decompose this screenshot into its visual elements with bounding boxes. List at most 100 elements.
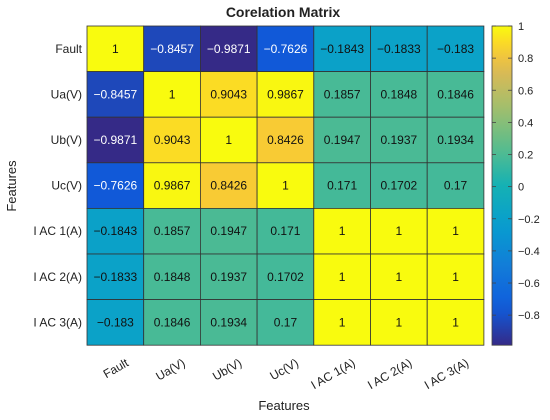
heatmap-cell [199, 299, 258, 346]
cell-value-label: 0.1857 [154, 224, 191, 238]
y-tick-label: I AC 3(A) [33, 315, 82, 329]
heatmap-cell [426, 253, 485, 300]
x-axis-label: Features [258, 398, 310, 413]
cell-value-label: 1 [225, 133, 232, 147]
y-tick-label: Ua(V) [51, 87, 82, 101]
cell-value-label: 1 [396, 224, 403, 238]
cell-value-label: −0.183 [97, 315, 134, 329]
heatmap-cell [256, 299, 315, 346]
x-tick-label: I AC 1(A) [308, 356, 357, 392]
heatmap-cell [426, 299, 485, 346]
cell-value-label: 0.1857 [324, 87, 361, 101]
cell-value-label: −0.8457 [150, 42, 194, 56]
heatmap-cell [313, 253, 371, 300]
cell-value-label: 1 [452, 224, 459, 238]
colorbar [491, 25, 513, 346]
cell-value-label: 0.1947 [210, 224, 247, 238]
cell-value-label: −0.9871 [93, 133, 137, 147]
cell-value-label: 1 [339, 315, 346, 329]
heatmap-cell [370, 162, 428, 209]
heatmap-cell [426, 162, 485, 209]
cell-value-label: 0.9867 [154, 179, 191, 193]
cell-value-label: 1 [396, 315, 403, 329]
x-tick-label: I AC 3(A) [422, 356, 471, 392]
cell-value-label: −0.7626 [93, 179, 137, 193]
cell-value-label: 0.1937 [380, 133, 417, 147]
cell-value-label: 0.1702 [267, 270, 304, 284]
cell-value-label: −0.183 [437, 42, 474, 56]
cell-value-label: 0.9043 [210, 87, 247, 101]
chart-title: Corelation Matrix [226, 4, 341, 20]
cell-value-label: 1 [169, 87, 176, 101]
cell-value-label: 0.9043 [154, 133, 191, 147]
heatmap-cell [256, 116, 315, 164]
heatmap-cell [426, 116, 485, 164]
heatmap-cell [143, 162, 201, 209]
heatmap-cell [199, 253, 258, 300]
heatmap-cell [370, 25, 428, 72]
cell-value-label: −0.1843 [93, 224, 137, 238]
heatmap-cell [143, 25, 201, 72]
heatmap-cell [143, 253, 201, 300]
x-tick-labels: Fault Ua(V) Ub(V) Uc(V) I AC 1(A) I AC 2(A) I … [101, 355, 471, 392]
cell-value-label: 1 [452, 270, 459, 284]
heatmap-cell [86, 299, 145, 346]
heatmap-cells: 1 −0.8457 −0.9871 −0.7626 −0.1843 −0.1833 −0.1… [86, 25, 485, 346]
colorbar-tick-label: 0.6 [518, 85, 533, 97]
heatmap-cell [370, 116, 428, 164]
cell-value-label: 0.17 [274, 315, 298, 329]
cell-value-label: −0.7626 [264, 42, 308, 56]
cell-value-label: 1 [282, 179, 289, 193]
cell-value-label: 1 [452, 315, 459, 329]
y-tick-label: Uc(V) [51, 179, 82, 193]
heatmap-cell [256, 253, 315, 300]
y-tick-label: Ub(V) [51, 133, 82, 147]
cell-value-label: 0.1937 [210, 270, 247, 284]
cell-value-label: 1 [112, 42, 119, 56]
heatmap-cell [86, 25, 145, 72]
cell-value-label: 0.17 [444, 179, 468, 193]
colorbar-tick-label: 0.8 [518, 53, 533, 65]
cell-value-label: 0.1846 [154, 315, 191, 329]
cell-value-label: 0.1947 [324, 133, 361, 147]
y-axis-label: Features [4, 160, 19, 212]
cell-value-label: −0.1833 [377, 42, 421, 56]
heatmap-cell [313, 71, 371, 118]
cell-value-label: 0.171 [327, 179, 357, 193]
x-tick-label: Uc(V) [267, 356, 301, 383]
colorbar-tick-label: 0.2 [518, 150, 533, 162]
heatmap-cell [313, 116, 371, 164]
cell-value-label: 1 [396, 270, 403, 284]
cell-value-label: 0.1702 [380, 179, 417, 193]
cell-value-label: −0.8457 [93, 87, 137, 101]
cell-value-label: 0.171 [270, 224, 300, 238]
colorbar-tick-label: 0.4 [518, 117, 533, 129]
x-tick-label: Fault [101, 355, 132, 381]
colorbar-tick-label: −0.8 [518, 310, 540, 322]
cell-value-label: 0.8426 [210, 179, 247, 193]
x-tick-label: I AC 2(A) [365, 356, 414, 392]
heatmap-cell [313, 299, 371, 346]
colorbar-tick-label: −0.2 [518, 214, 540, 226]
cell-value-label: 0.1848 [154, 270, 191, 284]
colorbar-tick-label: −0.4 [518, 246, 540, 258]
cell-value-label: −0.1833 [93, 270, 137, 284]
cell-value-label: −0.9871 [207, 42, 251, 56]
heatmap-cell [86, 207, 145, 255]
heatmap-cell [370, 299, 428, 346]
heatmap-cell [86, 253, 145, 300]
y-tick-labels: Fault Ua(V) Ub(V) Uc(V) I AC 1(A) I AC 2(A) I … [33, 42, 82, 330]
heatmap-cell [199, 71, 258, 118]
x-tick-label: Ua(V) [153, 356, 187, 384]
y-tick-label: Fault [55, 42, 82, 56]
heatmap-cell [86, 162, 145, 209]
heatmap-cell [143, 116, 201, 164]
cell-value-label: 0.1934 [210, 315, 247, 329]
y-tick-label: I AC 1(A) [33, 224, 82, 238]
y-tick-label: I AC 2(A) [33, 270, 82, 284]
cell-value-label: 0.1848 [380, 87, 417, 101]
cell-value-label: 0.8426 [267, 133, 304, 147]
cell-value-label: 1 [339, 270, 346, 284]
heatmap-cell [199, 207, 258, 255]
